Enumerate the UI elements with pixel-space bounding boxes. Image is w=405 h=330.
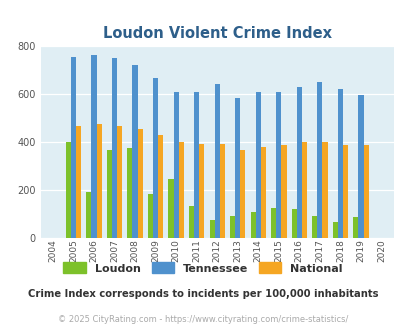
- Bar: [188, 207, 194, 238]
- Bar: [66, 142, 71, 238]
- Bar: [132, 65, 137, 238]
- Bar: [260, 147, 265, 238]
- Bar: [76, 126, 81, 238]
- Bar: [296, 87, 301, 238]
- Bar: [291, 209, 296, 238]
- Bar: [137, 129, 143, 238]
- Bar: [194, 92, 199, 238]
- Bar: [311, 216, 317, 238]
- Bar: [153, 79, 158, 238]
- Text: Crime Index corresponds to incidents per 100,000 inhabitants: Crime Index corresponds to incidents per…: [28, 289, 377, 299]
- Bar: [209, 220, 214, 238]
- Title: Loudon Violent Crime Index: Loudon Violent Crime Index: [102, 26, 331, 41]
- Bar: [358, 94, 362, 238]
- Bar: [158, 135, 163, 238]
- Bar: [173, 92, 178, 238]
- Bar: [332, 222, 337, 238]
- Bar: [337, 89, 342, 238]
- Bar: [71, 57, 76, 238]
- Bar: [271, 209, 275, 238]
- Text: © 2025 CityRating.com - https://www.cityrating.com/crime-statistics/: © 2025 CityRating.com - https://www.city…: [58, 315, 347, 324]
- Bar: [178, 142, 183, 238]
- Bar: [230, 216, 234, 238]
- Bar: [199, 144, 204, 238]
- Bar: [112, 58, 117, 238]
- Bar: [240, 149, 245, 238]
- Bar: [214, 84, 219, 238]
- Bar: [275, 92, 281, 238]
- Bar: [219, 144, 224, 238]
- Legend: Loudon, Tennessee, National: Loudon, Tennessee, National: [59, 258, 346, 278]
- Bar: [362, 146, 368, 238]
- Bar: [352, 217, 358, 238]
- Bar: [281, 146, 286, 238]
- Bar: [147, 194, 153, 238]
- Bar: [322, 142, 327, 238]
- Bar: [342, 146, 347, 238]
- Bar: [317, 82, 322, 238]
- Bar: [117, 126, 122, 238]
- Bar: [91, 55, 96, 238]
- Bar: [168, 179, 173, 238]
- Bar: [127, 148, 132, 238]
- Bar: [250, 212, 255, 238]
- Bar: [234, 98, 240, 238]
- Bar: [96, 124, 101, 238]
- Bar: [301, 142, 306, 238]
- Bar: [86, 192, 91, 238]
- Bar: [255, 92, 260, 238]
- Bar: [107, 150, 112, 238]
